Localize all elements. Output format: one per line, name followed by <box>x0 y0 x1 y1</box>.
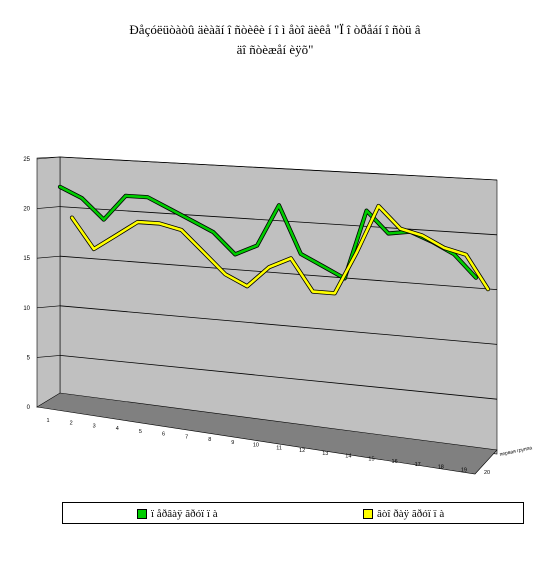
gridline-side <box>36 305 61 309</box>
data-point <box>202 251 205 253</box>
data-point <box>268 266 270 268</box>
x-tick-label: 5 <box>139 429 142 435</box>
legend-label-series-1: ï åðâàÿ ãðóï ï à <box>151 508 218 520</box>
data-point <box>158 222 161 225</box>
x-tick-label: 9 <box>231 440 234 446</box>
data-point <box>234 253 236 256</box>
x-tick-label: 8 <box>208 437 211 443</box>
chart-walls <box>36 156 498 475</box>
gridline <box>59 355 498 400</box>
data-point <box>475 276 477 279</box>
data-point <box>81 197 83 199</box>
y-tick-label: 5 <box>27 355 31 361</box>
data-point <box>114 234 117 237</box>
data-point <box>333 292 336 295</box>
data-point <box>465 253 467 256</box>
x-tick-label: 14 <box>345 454 351 460</box>
data-point <box>399 227 402 230</box>
y-axis-ticks: 0 5 10 15 20 25 <box>23 157 30 411</box>
data-point <box>212 231 215 233</box>
y-tick-label: 10 <box>23 306 30 312</box>
data-point <box>180 229 183 231</box>
chart-title-line-2: äî ñòèæåí èÿõ" <box>236 42 314 57</box>
x-tick-label: 16 <box>392 459 398 465</box>
data-point <box>312 290 314 293</box>
legend-label-series-2: âòî ðàÿ ãðóï ï à <box>377 508 445 520</box>
series-lines <box>57 184 491 296</box>
data-point <box>487 288 489 290</box>
data-point <box>387 232 390 235</box>
gridline-side <box>36 156 61 160</box>
data-point <box>443 247 446 249</box>
x-tick-label: 3 <box>93 423 96 429</box>
gridline <box>59 305 498 345</box>
data-point <box>224 273 227 276</box>
series-axis-label: первая группа <box>499 445 533 458</box>
x-tick-label: 18 <box>438 465 444 471</box>
y-tick-label: 25 <box>23 157 30 163</box>
data-point <box>59 186 61 188</box>
data-point <box>421 234 424 237</box>
chart-title: Ðåçóëüòàòû äèàãí î ñòèêè í î ì åòî äèêå … <box>40 20 510 60</box>
x-axis-ticks: 1 2 3 4 5 6 7 8 9 10 11 12 13 14 15 16 17 18 19 20 <box>46 418 490 476</box>
data-point <box>278 204 280 207</box>
data-point <box>190 219 193 222</box>
data-point <box>256 244 258 247</box>
x-tick-label: 10 <box>253 443 259 449</box>
x-tick-label: 12 <box>299 448 305 454</box>
data-point <box>93 248 95 250</box>
gridline-side <box>36 206 61 209</box>
x-tick-label: 7 <box>185 434 188 440</box>
data-point <box>365 209 368 212</box>
data-point <box>146 196 149 198</box>
side-wall <box>36 156 61 408</box>
chart-title-line-1: Ðåçóëüòàòû äèàãí î ñòèêè í î ì åòî äèêå … <box>129 22 421 37</box>
data-point <box>321 265 324 267</box>
data-point <box>71 216 73 219</box>
gridline <box>59 206 498 236</box>
data-point <box>377 205 380 207</box>
data-point <box>124 195 127 197</box>
legend-item-series-2: âòî ðàÿ ãðóï ï à <box>363 507 444 521</box>
legend: ï åðâàÿ ãðóï ï à âòî ðàÿ ãðóï ï à <box>62 502 524 524</box>
data-point <box>246 285 248 288</box>
data-point <box>453 253 455 256</box>
x-tick-label: 15 <box>368 456 374 462</box>
x-tick-label: 13 <box>322 451 328 457</box>
floor <box>36 392 498 475</box>
legend-swatch-series-1 <box>137 509 147 519</box>
y-tick-label: 20 <box>23 207 30 213</box>
gridline-side <box>36 255 61 259</box>
legend-swatch-series-2 <box>363 509 373 519</box>
data-point <box>355 251 358 254</box>
legend-item-series-1: ï åðâàÿ ãðóï ï à <box>137 507 218 521</box>
data-point <box>102 218 105 221</box>
x-tick-label: 17 <box>415 462 421 468</box>
data-point <box>300 253 302 255</box>
data-point <box>136 221 139 223</box>
data-point <box>168 207 171 210</box>
series-line <box>70 204 490 295</box>
x-tick-label: 11 <box>276 445 282 451</box>
x-tick-label: 4 <box>116 426 119 432</box>
x-tick-label: 19 <box>461 467 467 473</box>
x-tick-label: 6 <box>162 432 165 438</box>
x-tick-label: 2 <box>70 421 73 427</box>
y-tick-label: 15 <box>23 256 30 262</box>
data-point <box>290 257 292 260</box>
gridline <box>59 255 498 290</box>
y-tick-label: 0 <box>27 405 31 411</box>
gridline-side <box>36 355 61 358</box>
gridline <box>59 156 498 181</box>
gridlines <box>36 156 498 400</box>
x-tick-label: 1 <box>46 418 49 424</box>
x-tick-label: 20 <box>484 470 490 476</box>
